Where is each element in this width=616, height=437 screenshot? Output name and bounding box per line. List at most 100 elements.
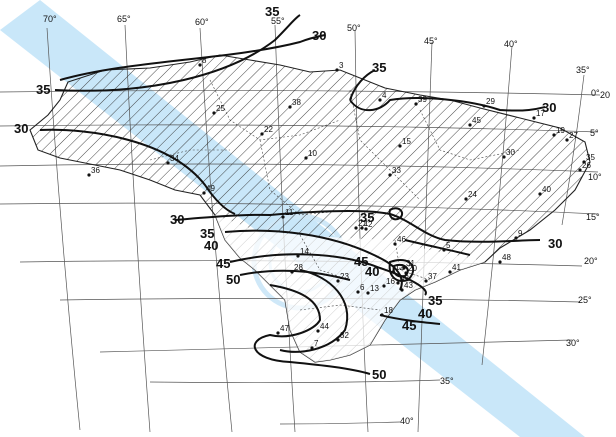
isotach-label: 35 [36,82,50,97]
station-marker [538,192,542,196]
station-marker [304,156,308,160]
station-number: 19 [556,126,565,135]
station-marker [378,98,382,102]
station-number: 15 [402,137,411,146]
station-marker [382,284,386,288]
meridian-label: 50° [347,23,361,33]
station-number: 17 [536,109,545,118]
station-marker [424,279,428,283]
station-number: 23 [340,272,349,281]
isotach-label: 30 [170,212,184,227]
isotach-label: 40 [204,238,218,253]
station-marker [582,160,586,164]
station-number: 4 [382,91,387,100]
station-number: 33 [392,166,401,175]
station-number: 38 [292,98,301,107]
station-number: 1 [364,219,369,228]
station-marker [366,291,370,295]
station-marker [364,227,368,231]
parallel-label: 15° [586,212,600,222]
station-marker [336,338,340,342]
station-marker [468,123,472,127]
station-marker [396,281,400,285]
station-number: 16 [386,277,395,286]
station-marker [354,226,358,230]
station-number: 30 [506,148,515,157]
station-marker [565,138,569,142]
station-number: 28 [294,263,303,272]
station-number: 39 [418,95,427,104]
station-number: 9 [518,229,523,238]
station-marker [388,173,392,177]
isotach-label: 45 [402,318,416,333]
station-number: 21 [358,219,367,228]
station-number: 35 [586,153,595,162]
parallel-label: 40° [400,416,414,426]
station-marker [166,161,170,165]
station-marker [310,346,314,350]
station-number: 8 [202,56,207,65]
meridian-label: 45° [424,36,438,46]
parallel-label: 20° [584,256,598,266]
station-marker [402,266,406,270]
station-marker [482,104,486,108]
station-marker [414,102,418,106]
station-marker [360,226,364,230]
isotach-label: 35 [265,4,279,19]
station-number: 40 [542,185,551,194]
station-marker [260,132,264,136]
station-number: 34 [170,154,179,163]
station-marker [578,168,582,172]
station-marker [464,197,468,201]
station-number: 46 [397,235,406,244]
station-number: 43 [404,281,413,290]
station-marker [202,191,206,195]
parallel-label: 30° [566,338,580,348]
station-marker [448,270,452,274]
graticule-labels: 70° 65° 60° 55° 50° 45° 40° 35° 0° 20 5°… [43,14,610,426]
station-number: 24 [468,190,477,199]
isotach-labels: 35 30 35 30 35 30 30 35 40 45 50 30 35 4… [14,4,562,382]
station-marker [400,288,404,292]
station-marker [335,68,339,72]
weather-stations: 1 234567891011121314151617181920212223242… [87,56,595,350]
station-number: 29 [486,97,495,106]
station-number: 44 [320,322,329,331]
isotach-label: 30 [14,121,28,136]
station-number: 32 [340,331,349,340]
station-number: 22 [264,125,273,134]
station-marker [212,111,216,115]
station-marker [290,270,294,274]
station-marker [296,254,300,258]
edge-label: 20 [600,90,610,100]
isotach-label: 50 [372,367,386,382]
southern-region [215,215,485,362]
isotach-label: 30 [548,236,562,251]
meridian-label: 40° [504,39,518,49]
station-number: 36 [91,166,100,175]
isotach-label: 35 [200,226,214,241]
meridian-label: 55° [271,16,285,26]
station-number: 12 [395,263,404,272]
state-borders [149,79,521,311]
meridian-label: 65° [117,14,131,24]
isotach-label: 50 [226,272,240,287]
station-number: 27 [569,131,578,140]
meridian-label: 60° [195,17,209,27]
station-marker [391,270,395,274]
station-marker [498,260,502,264]
station-marker [532,116,536,120]
isotach-label: 40 [418,306,432,321]
station-number: 18 [384,306,393,315]
station-number: 37 [428,272,437,281]
station-marker [276,331,280,335]
station-marker [281,215,285,219]
station-number: 49 [206,184,215,193]
station-marker [514,236,518,240]
station-number: 7 [314,339,319,348]
station-marker [552,133,556,137]
parallel-label: 5° [590,128,599,138]
station-marker [336,279,340,283]
station-number: 25 [216,104,225,113]
